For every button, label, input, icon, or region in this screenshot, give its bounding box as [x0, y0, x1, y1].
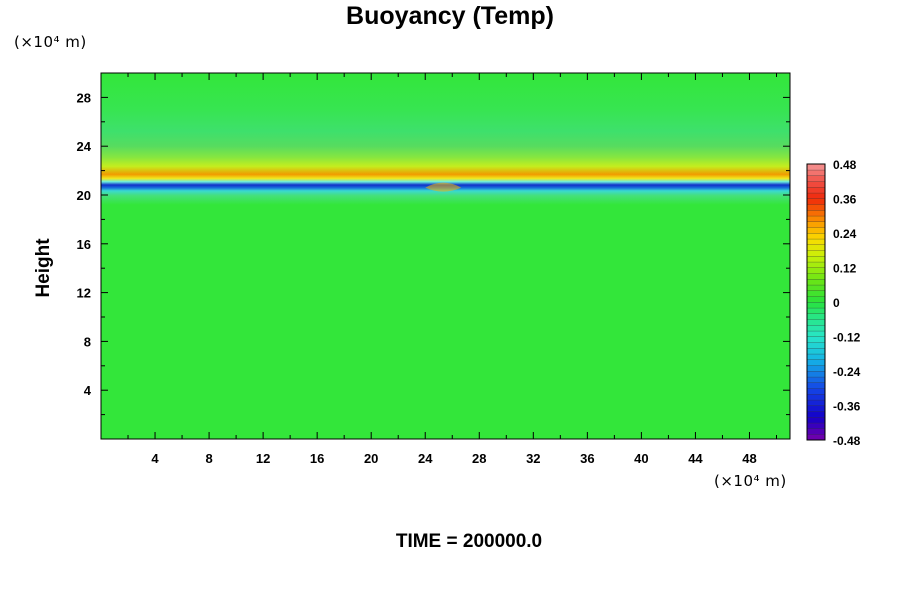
- y-tick-label: 8: [84, 334, 91, 349]
- colorbar-segment: [806, 365, 826, 372]
- colorbar-segment: [806, 227, 826, 234]
- x-tick-label: 16: [310, 451, 324, 466]
- colorbar-segment: [806, 221, 826, 228]
- y-tick-label: 28: [77, 90, 91, 105]
- colorbar-segment: [806, 198, 826, 205]
- plot-frame: [100, 72, 791, 440]
- y-axis-ticks: 4 8 12 16 20 24 28: [77, 90, 790, 416]
- x-tick-label: 44: [688, 451, 703, 466]
- colorbar-segment: [806, 163, 826, 171]
- colorbar-segment: [806, 336, 826, 343]
- colorbar-segment: [806, 416, 826, 424]
- warm-plume: [425, 182, 462, 192]
- x-tick-label: 48: [742, 451, 756, 466]
- colorbar-segment: [806, 347, 826, 355]
- colorbar-segment: [806, 284, 826, 291]
- colorbar-label: 0.12: [833, 262, 857, 276]
- y-tick-label: 20: [77, 188, 91, 203]
- colorbar-segment: [806, 296, 826, 303]
- colorbar-segment: [806, 255, 826, 263]
- colorbar-segment: [806, 273, 826, 280]
- colorbar-label: 0.48: [833, 158, 857, 172]
- colorbar-segment: [806, 261, 826, 268]
- colorbar-segment: [806, 370, 826, 378]
- colorbar-segment: [806, 215, 826, 222]
- plot-area: [100, 72, 791, 440]
- x-tick-label: 8: [205, 451, 212, 466]
- colorbar-segment: [806, 186, 826, 194]
- y-tick-label: 12: [77, 286, 91, 301]
- colorbar-segment: [806, 307, 826, 314]
- colorbar-segment: [806, 192, 826, 199]
- y-tick-label: 4: [84, 383, 92, 398]
- colorbar-segment: [806, 324, 826, 332]
- time-label: TIME = 200000.0: [395, 531, 543, 552]
- colorbar-segment: [806, 278, 826, 286]
- x-axis-unit: (×10⁴ m): [714, 472, 787, 490]
- colorbar-segment: [806, 399, 826, 406]
- buoyancy-field: [101, 73, 790, 439]
- x-tick-label: 24: [418, 451, 433, 466]
- colorbar-segment: [806, 181, 826, 188]
- x-tick-label: 20: [364, 451, 378, 466]
- colorbar-segment: [806, 238, 826, 245]
- colorbar-segment: [806, 301, 826, 309]
- colorbar-label: -0.36: [833, 400, 861, 414]
- x-axis-ticks: 4 8 12 16 20 24 28 32 36 40 44 48: [127, 73, 777, 466]
- colorbar-segment: [806, 342, 826, 349]
- colorbar-label: 0.24: [833, 227, 857, 241]
- colorbar-segment: [806, 376, 826, 383]
- colorbar-segment: [806, 175, 826, 182]
- chart-title: Buoyancy (Temp): [346, 2, 554, 30]
- colorbar-segment: [806, 244, 826, 251]
- colorbar-segment: [806, 232, 826, 240]
- x-tick-label: 12: [256, 451, 270, 466]
- colorbar-segment: [806, 250, 826, 257]
- colorbar-label: -0.48: [833, 434, 861, 448]
- colorbar-segment: [806, 388, 826, 395]
- colorbar-segment: [806, 382, 826, 389]
- colorbar-segment: [806, 353, 826, 360]
- x-tick-label: 40: [634, 451, 648, 466]
- colorbar-segment: [806, 313, 826, 320]
- colorbar: 0.48 0.36 0.24 0.12 0 -0.12 -0.24 -0.36 -0.48: [806, 158, 861, 448]
- colorbar-label: -0.12: [833, 331, 861, 345]
- colorbar-segment: [806, 422, 826, 429]
- colorbar-segment: [806, 267, 826, 274]
- x-tick-label: 4: [151, 451, 159, 466]
- x-tick-label: 28: [472, 451, 486, 466]
- colorbar-segment: [806, 405, 826, 412]
- colorbar-segment: [806, 411, 826, 418]
- x-tick-label: 36: [580, 451, 594, 466]
- colorbar-segment: [806, 434, 826, 441]
- colorbar-segment: [806, 330, 826, 337]
- colorbar-frame: [806, 163, 826, 441]
- colorbar-segment: [806, 204, 826, 211]
- y-tick-label: 16: [77, 237, 91, 252]
- colorbar-segment: [806, 393, 826, 401]
- colorbar-segment: [806, 359, 826, 366]
- colorbar-label: -0.24: [833, 365, 861, 379]
- colorbar-segment: [806, 428, 826, 435]
- colorbar-segment: [806, 169, 826, 176]
- colorbar-label: 0.36: [833, 193, 857, 207]
- y-axis-unit: (×10⁴ m): [14, 33, 87, 51]
- y-tick-label: 24: [77, 139, 92, 154]
- colorbar-segment: [806, 319, 826, 326]
- colorbar-segment: [806, 290, 826, 297]
- colorbar-segment: [806, 209, 826, 217]
- x-tick-label: 32: [526, 451, 540, 466]
- colorbar-label: 0: [833, 296, 840, 310]
